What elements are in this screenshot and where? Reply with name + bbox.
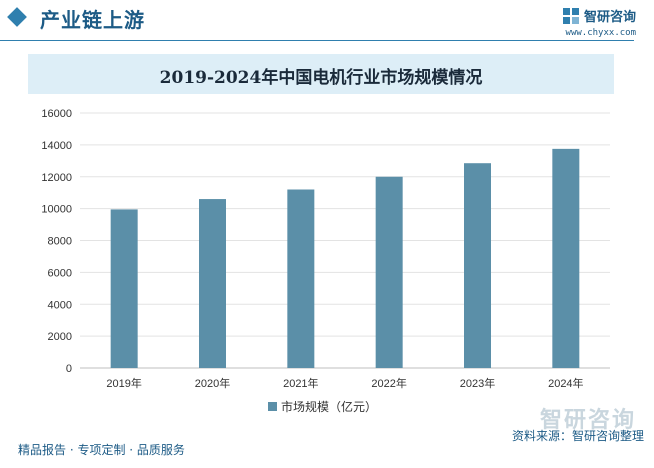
x-tick-label: 2019年 bbox=[106, 376, 141, 390]
y-tick-label: 8000 bbox=[48, 236, 72, 248]
source-note: 资料来源：智研咨询整理 bbox=[511, 429, 644, 443]
y-tick-label: 10000 bbox=[41, 204, 72, 216]
section-title: 产业链上游 bbox=[40, 8, 145, 32]
legend-swatch bbox=[268, 402, 277, 411]
y-tick-label: 4000 bbox=[48, 299, 72, 311]
y-tick-label: 0 bbox=[66, 363, 72, 375]
y-tick-label: 2000 bbox=[48, 331, 72, 343]
x-tick-label: 2021年 bbox=[283, 376, 318, 390]
legend-label: 市场规模（亿元） bbox=[281, 399, 377, 414]
footer-watermark-text: 智研咨询 bbox=[539, 408, 636, 433]
brand-logo-icon bbox=[562, 7, 579, 24]
chart-title-band: 2019-2024年中国电机行业市场规模情况 bbox=[28, 54, 614, 94]
bar bbox=[199, 199, 226, 368]
x-tick-label: 2023年 bbox=[460, 376, 495, 390]
brand: 智研咨询 www.chyxx.com bbox=[562, 6, 636, 38]
y-tick-label: 12000 bbox=[41, 172, 72, 184]
bar bbox=[287, 189, 315, 368]
bar bbox=[110, 209, 138, 368]
brand-name: 智研咨询 bbox=[583, 10, 636, 25]
header-divider bbox=[0, 40, 634, 41]
brand-url: www.chyxx.com bbox=[565, 28, 636, 38]
x-tick-label: 2022年 bbox=[371, 376, 406, 390]
bar bbox=[375, 176, 403, 368]
bar bbox=[552, 148, 580, 368]
x-tick-label: 2024年 bbox=[548, 376, 583, 390]
footer-slogan: 精品报告 · 专项定制 · 品质服务 bbox=[18, 443, 185, 457]
chart-title: 2019-2024年中国电机行业市场规模情况 bbox=[159, 68, 483, 88]
y-tick-label: 6000 bbox=[48, 267, 72, 279]
bar bbox=[464, 163, 491, 368]
y-tick-label: 14000 bbox=[41, 140, 72, 152]
y-tick-label: 16000 bbox=[41, 108, 72, 120]
x-tick-label: 2020年 bbox=[195, 376, 230, 390]
